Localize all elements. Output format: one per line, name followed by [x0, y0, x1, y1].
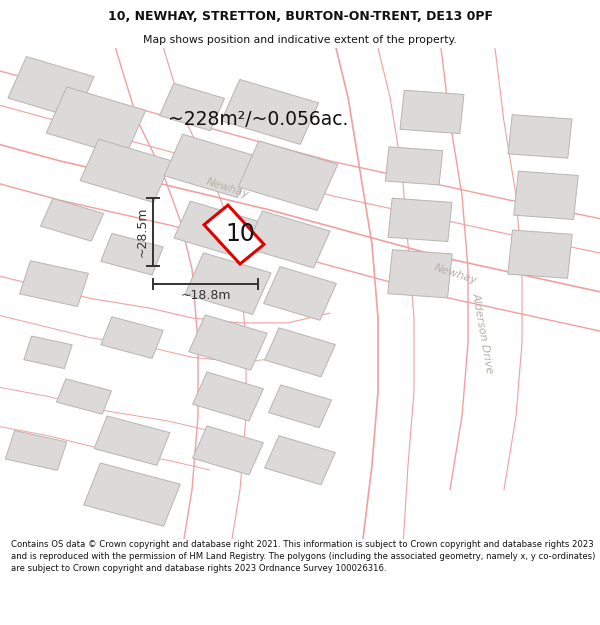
Polygon shape: [263, 267, 337, 320]
Polygon shape: [8, 56, 94, 118]
Polygon shape: [164, 134, 256, 198]
Polygon shape: [101, 317, 163, 358]
Polygon shape: [46, 87, 146, 156]
Polygon shape: [84, 463, 180, 526]
Polygon shape: [160, 83, 224, 131]
Text: Newhay: Newhay: [433, 262, 479, 286]
Text: ~18.8m: ~18.8m: [180, 289, 231, 302]
Polygon shape: [388, 249, 452, 298]
Polygon shape: [94, 416, 170, 465]
Polygon shape: [185, 253, 271, 314]
Polygon shape: [24, 336, 72, 369]
Polygon shape: [388, 198, 452, 241]
Polygon shape: [5, 431, 67, 471]
Text: Contains OS data © Crown copyright and database right 2021. This information is : Contains OS data © Crown copyright and d…: [11, 541, 595, 573]
Polygon shape: [80, 139, 172, 202]
Polygon shape: [508, 115, 572, 158]
Polygon shape: [40, 199, 104, 241]
Polygon shape: [265, 436, 335, 485]
Polygon shape: [193, 372, 263, 421]
Polygon shape: [246, 211, 330, 268]
Polygon shape: [189, 315, 267, 370]
Text: 10: 10: [225, 222, 255, 246]
Polygon shape: [221, 79, 319, 144]
Text: Alderson Drive: Alderson Drive: [471, 291, 495, 374]
Text: Newhay: Newhay: [205, 176, 251, 199]
Text: ~228m²/~0.056ac.: ~228m²/~0.056ac.: [168, 110, 349, 129]
Polygon shape: [508, 230, 572, 278]
Polygon shape: [204, 205, 264, 264]
Polygon shape: [268, 385, 332, 428]
Polygon shape: [174, 201, 258, 258]
Polygon shape: [265, 328, 335, 377]
Polygon shape: [20, 261, 88, 306]
Polygon shape: [514, 171, 578, 219]
Text: 10, NEWHAY, STRETTON, BURTON-ON-TRENT, DE13 0PF: 10, NEWHAY, STRETTON, BURTON-ON-TRENT, D…: [107, 9, 493, 22]
Polygon shape: [400, 90, 464, 134]
Polygon shape: [56, 379, 112, 414]
Text: ~28.5m: ~28.5m: [136, 207, 149, 258]
Polygon shape: [193, 426, 263, 475]
Polygon shape: [101, 233, 163, 275]
Polygon shape: [238, 141, 338, 211]
Text: Map shows position and indicative extent of the property.: Map shows position and indicative extent…: [143, 34, 457, 44]
Polygon shape: [385, 147, 443, 185]
